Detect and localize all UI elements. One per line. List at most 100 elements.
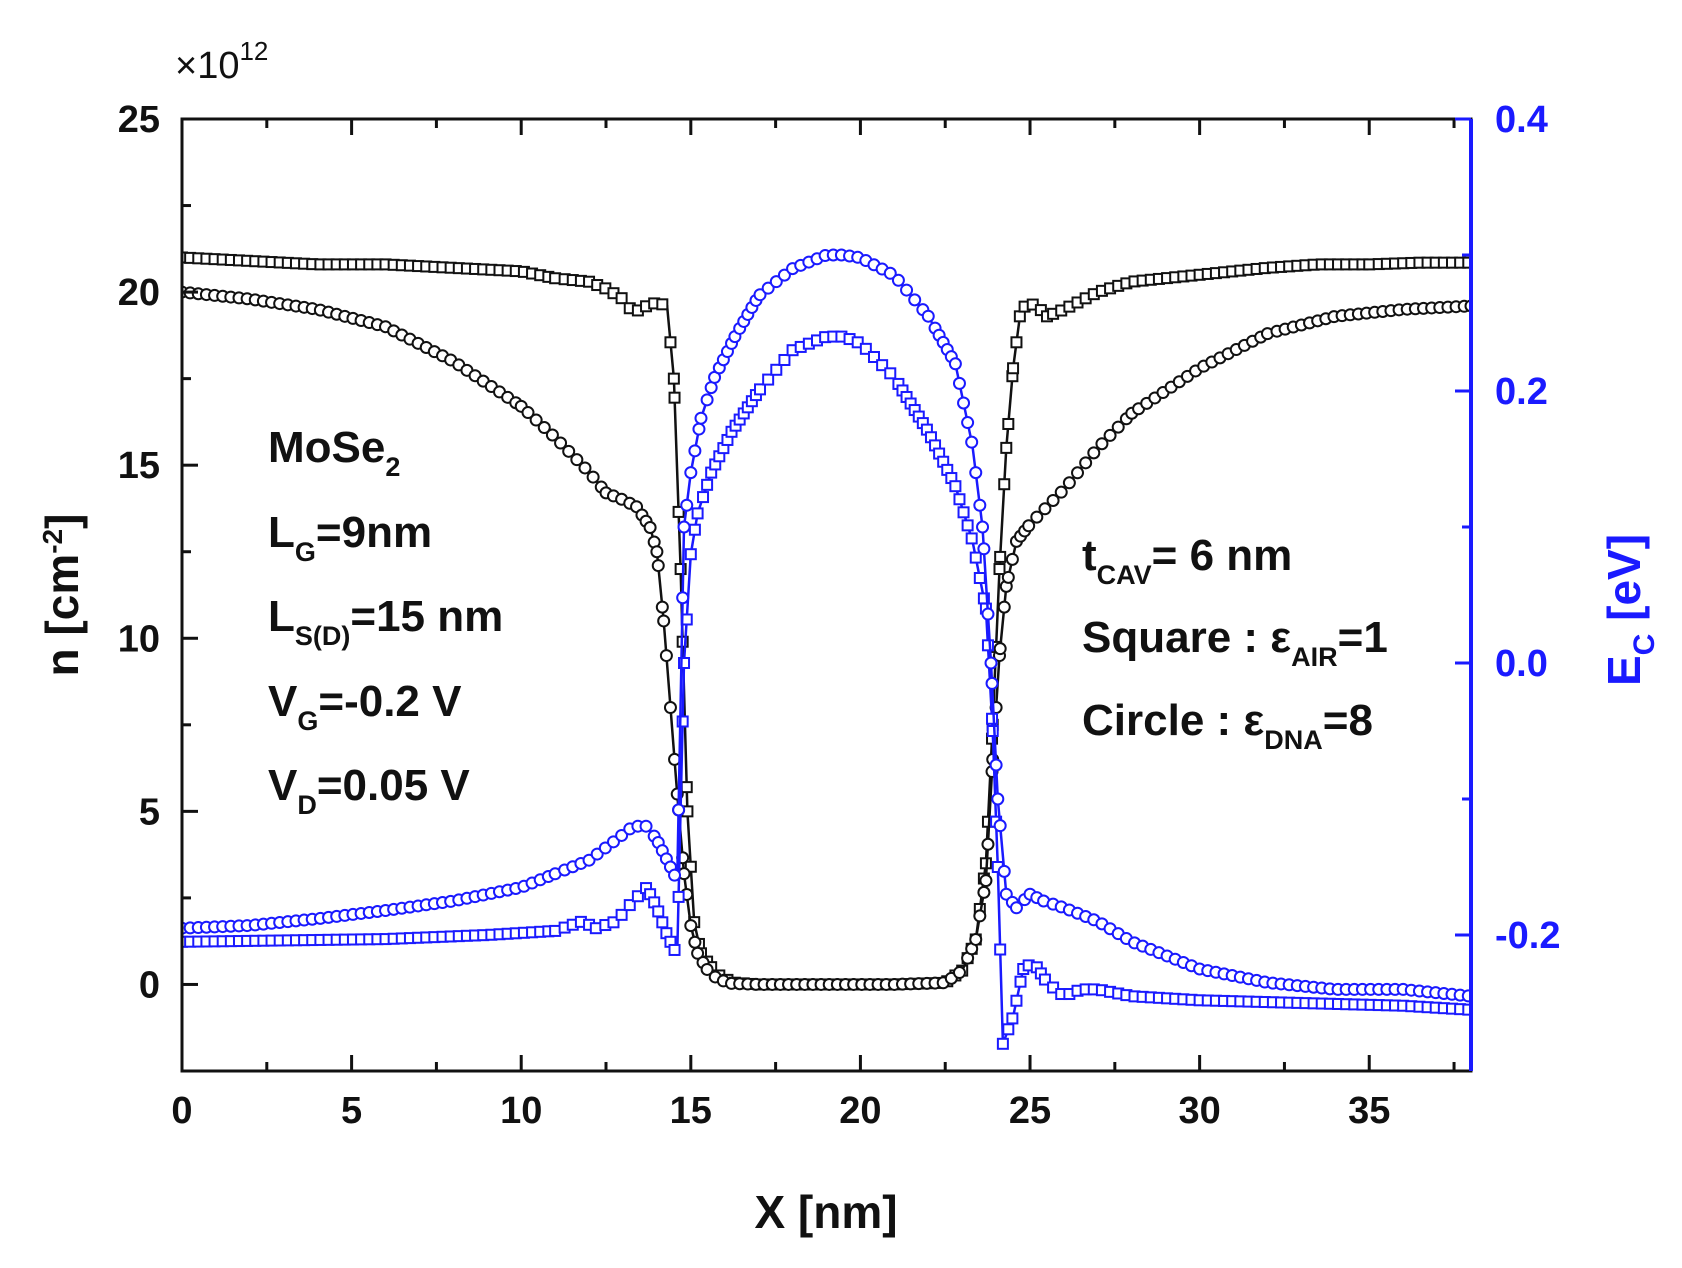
series-1-marker-circle bbox=[688, 935, 702, 949]
series-3-marker-circle bbox=[961, 416, 975, 430]
y-tick-label: 0 bbox=[139, 964, 160, 1006]
series-3-marker-circle bbox=[883, 266, 897, 280]
series-3-marker-circle bbox=[700, 393, 714, 407]
series-0-marker-square bbox=[1013, 310, 1026, 323]
series-1-marker-circle bbox=[977, 885, 991, 899]
series-2-marker-square bbox=[1047, 981, 1060, 994]
series-3-marker-circle bbox=[761, 281, 775, 295]
x-axis-title: X [nm] bbox=[754, 1186, 897, 1238]
series-1-marker-circle bbox=[691, 946, 705, 960]
series-2-marker-square bbox=[697, 491, 710, 504]
series-2-marker-square bbox=[867, 351, 880, 363]
series-3-marker-circle bbox=[957, 396, 971, 410]
annotation-square-sub: AIR bbox=[1291, 642, 1338, 672]
series-1-marker-circle bbox=[997, 600, 1011, 614]
series-1-marker-circle bbox=[586, 470, 600, 484]
series-1-marker-circle bbox=[1038, 502, 1052, 516]
y2-axis-title-main: E bbox=[1598, 655, 1650, 686]
data-layer bbox=[182, 248, 1471, 1050]
y2-axis-title-sub: C bbox=[1628, 634, 1661, 656]
series-3-marker-circle bbox=[981, 607, 995, 621]
y-axis-title: n [cm-2] bbox=[36, 514, 88, 677]
series-1-marker-circle bbox=[684, 919, 698, 933]
annotation-gate-length-main: L bbox=[268, 508, 295, 557]
annotation-circle: Circle : εDNA=8 bbox=[1082, 696, 1373, 755]
series-1-marker-circle bbox=[521, 406, 535, 420]
annotation-square: Square : εAIR=1 bbox=[1082, 613, 1388, 672]
series-3-marker-circle bbox=[692, 422, 706, 436]
series-2-marker-square bbox=[969, 551, 982, 564]
series-2-marker-square bbox=[684, 548, 697, 561]
x-tick-label: 35 bbox=[1348, 1090, 1390, 1132]
annotation-cavity-rest: = 6 nm bbox=[1152, 531, 1293, 580]
series-2-marker-square bbox=[656, 916, 669, 929]
annotation-circle-sub: DNA bbox=[1264, 725, 1323, 755]
series-1-marker-circle bbox=[981, 837, 995, 851]
series-2-marker-square bbox=[688, 523, 701, 536]
x-tick-label: 30 bbox=[1178, 1090, 1220, 1132]
x-tick-label: 10 bbox=[500, 1090, 542, 1132]
series-3-marker-circle bbox=[952, 376, 966, 390]
series-1-marker-circle bbox=[1030, 510, 1044, 524]
series-1-marker-circle bbox=[650, 545, 664, 559]
series-3-marker-circle bbox=[668, 868, 682, 882]
series-2-marker-square bbox=[668, 943, 681, 956]
series-1-marker-circle bbox=[969, 932, 983, 946]
series-2-marker-square bbox=[859, 342, 872, 355]
y-tick-label: 10 bbox=[118, 618, 160, 660]
y2-tick-label: 0.0 bbox=[1495, 643, 1548, 685]
series-2-marker-square bbox=[652, 905, 665, 918]
series-2-marker-square bbox=[973, 572, 986, 584]
series-3-marker-circle bbox=[684, 466, 698, 480]
y-tick-label: 5 bbox=[139, 791, 160, 833]
series-2-marker-square bbox=[615, 908, 628, 921]
series-0-marker-square bbox=[1002, 417, 1015, 430]
series-1-marker-circle bbox=[663, 701, 677, 715]
series-2-marker-square bbox=[1014, 975, 1027, 988]
series-3-marker-circle bbox=[900, 283, 914, 297]
annotation-cavity-sub: CAV bbox=[1097, 560, 1152, 590]
series-1-marker-circle bbox=[1062, 476, 1076, 490]
series-2-marker-square bbox=[1010, 994, 1023, 1007]
series-2-marker-square bbox=[631, 890, 644, 903]
series-2-marker-square bbox=[961, 519, 974, 532]
series-2-marker-square bbox=[986, 725, 999, 737]
series-0-marker-square bbox=[615, 292, 628, 305]
x-tick-label: 20 bbox=[839, 1090, 881, 1132]
series-1-marker-circle bbox=[700, 962, 714, 976]
series-1-marker-circle bbox=[973, 909, 987, 923]
series-3-marker-circle bbox=[615, 828, 629, 842]
annotation-gate-voltage: VG=-0.2 V bbox=[268, 677, 462, 736]
series-3-marker-circle bbox=[677, 520, 691, 534]
y-tick-label: 15 bbox=[118, 445, 160, 487]
series-2-marker-square bbox=[676, 715, 689, 728]
series-3-marker-circle bbox=[688, 444, 702, 458]
series-0-marker-square bbox=[672, 505, 685, 518]
annotation-sd-length-rest: =15 nm bbox=[350, 592, 503, 641]
series-2-marker-square bbox=[957, 506, 970, 519]
series-2-marker-square bbox=[1002, 1023, 1015, 1036]
series-1-marker-circle bbox=[562, 444, 576, 458]
series-2-marker-square bbox=[1006, 1012, 1019, 1025]
annotation-drain-voltage-sub: D bbox=[297, 790, 317, 820]
series-1-marker-circle bbox=[570, 453, 584, 467]
series-1-marker-circle bbox=[1079, 456, 1093, 470]
annotation-gate-voltage-rest: =-0.2 V bbox=[318, 677, 462, 726]
series-2-marker-square bbox=[678, 657, 691, 669]
series-3-marker-circle bbox=[921, 309, 935, 323]
series-2-marker-square bbox=[607, 916, 620, 929]
series-3-marker-circle bbox=[985, 676, 999, 690]
series-2-marker-square bbox=[762, 373, 775, 386]
series-3-marker-circle bbox=[672, 803, 686, 817]
annotation-sd-length: LS(D)=15 nm bbox=[268, 592, 503, 651]
annotation-gate-length-sub: G bbox=[295, 537, 316, 567]
y2-axis-title-rest: [eV] bbox=[1598, 534, 1650, 634]
series-2-marker-square bbox=[994, 943, 1007, 956]
y-tick-label: 25 bbox=[118, 99, 160, 141]
series-0-marker-square bbox=[1010, 336, 1023, 349]
series-0-marker-square bbox=[1462, 256, 1471, 269]
series-1-marker-circle bbox=[657, 614, 671, 628]
series-2-marker-square bbox=[996, 1037, 1009, 1050]
series-2-marker-square bbox=[701, 478, 714, 491]
series-3-marker-circle bbox=[606, 835, 620, 849]
